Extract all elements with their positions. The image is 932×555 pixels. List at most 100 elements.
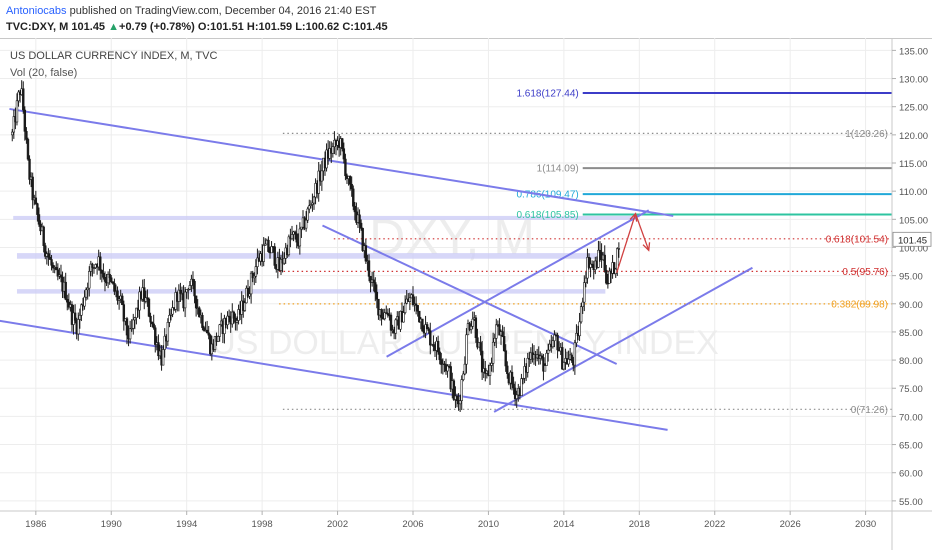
candle-body (213, 336, 217, 350)
candle-body (287, 236, 291, 256)
candle-body (59, 274, 63, 278)
candle-body (587, 257, 591, 268)
candle-body (402, 312, 405, 323)
candle-body (589, 263, 592, 268)
candle-body (262, 245, 265, 262)
candle-body (341, 138, 344, 149)
candle-body (513, 387, 517, 399)
candle-body (358, 214, 361, 224)
channel-line-lower-descending (0, 319, 668, 431)
projection-arrow-1 (616, 213, 637, 274)
candle-body (598, 249, 602, 253)
candle-body (146, 297, 149, 300)
candle-body (84, 289, 88, 298)
candle-body (157, 342, 160, 357)
candle-body (130, 327, 133, 330)
y-tick-label: 55.00 (899, 497, 923, 508)
y-tick-label: 80.00 (899, 356, 923, 367)
open-label: O: (197, 21, 211, 33)
header-divider (0, 38, 932, 39)
candle-body (202, 327, 206, 331)
candle-body (267, 239, 270, 252)
candle-body (331, 146, 335, 154)
candle-body (300, 226, 303, 230)
y-tick-label: 110.00 (899, 187, 927, 198)
candle-body (44, 245, 47, 257)
candle-body (583, 282, 586, 303)
candle-body (106, 273, 110, 284)
candle-body (469, 326, 473, 330)
candle-body (488, 365, 492, 376)
candle-body (110, 277, 113, 283)
last-price-label: 101.45 (898, 235, 927, 246)
candle-body (34, 197, 38, 204)
candle-body (502, 336, 506, 352)
chart-area[interactable]: DXY, M US DOLLAR CURRENCY INDEX 1.618(12… (0, 38, 932, 550)
candle-body (237, 309, 240, 321)
fib-label: 1(114.09) (537, 164, 579, 175)
candle-body (581, 301, 584, 307)
x-tick-label: 2002 (327, 519, 348, 530)
candle-body (150, 321, 154, 325)
chart-svg[interactable]: DXY, M US DOLLAR CURRENCY INDEX 1.618(12… (0, 38, 932, 550)
projection-arrows (616, 212, 651, 274)
channel-line-rising-lower (493, 266, 753, 413)
candle-body (584, 277, 588, 283)
candle-body (617, 248, 621, 250)
candle-body (28, 158, 31, 180)
candle-body (50, 259, 53, 266)
close-label: C: (342, 21, 354, 33)
candle-body (372, 279, 375, 283)
y-tick-label: 75.00 (899, 384, 923, 395)
candle-body (179, 289, 182, 294)
open-value: 101.51 (210, 21, 244, 33)
grid (0, 38, 892, 511)
candle-body (367, 260, 371, 277)
candle-body (490, 363, 493, 366)
author-link[interactable]: Antoniocabs (6, 5, 67, 17)
candle-body (364, 245, 368, 262)
candle-body (22, 88, 25, 111)
candle-body (383, 312, 386, 320)
candle-body (232, 311, 236, 319)
candle-body (460, 379, 463, 401)
candle-body (15, 100, 19, 123)
y-tick-label: 130.00 (899, 75, 928, 86)
candle-body (293, 231, 297, 235)
fib-label: 0.618(105.85) (516, 210, 578, 221)
candle-body (309, 204, 313, 207)
candle-body (506, 365, 509, 374)
candle-body (377, 298, 380, 316)
candle-body (188, 285, 192, 290)
candle-body (616, 248, 619, 270)
support-zones (13, 215, 636, 294)
candle-body (359, 222, 363, 229)
legend-volume: Vol (20, false) (10, 67, 77, 79)
candle-body (23, 109, 27, 132)
candle-body (37, 214, 41, 225)
y-tick-label: 125.00 (899, 103, 928, 114)
candle-body (191, 278, 195, 282)
candle-body (42, 226, 45, 246)
candle-body (147, 298, 151, 317)
candle-body (282, 258, 286, 264)
candle-body (187, 289, 190, 291)
candle-body (55, 267, 58, 271)
candle-body (12, 116, 16, 133)
candle-body (436, 340, 440, 353)
candle-body (161, 349, 165, 366)
candle-body (512, 383, 515, 389)
candle-body (416, 305, 419, 312)
y-tick-label: 60.00 (899, 469, 923, 480)
candle-body (138, 291, 141, 311)
publish-line: Antoniocabs published on TradingView.com… (6, 5, 376, 17)
candle-body (597, 249, 600, 268)
candle-body (608, 270, 611, 284)
candle-body (308, 205, 311, 210)
candle-body (458, 400, 462, 405)
candle-body (108, 273, 111, 279)
legend-title: US DOLLAR CURRENCY INDEX, M, TVC (10, 50, 217, 62)
candle-body (77, 319, 80, 335)
candle-body (493, 337, 496, 343)
ohlc-line: TVC:DXY, M 101.45 ▲+0.79 (+0.78%) O:101.… (6, 21, 388, 33)
